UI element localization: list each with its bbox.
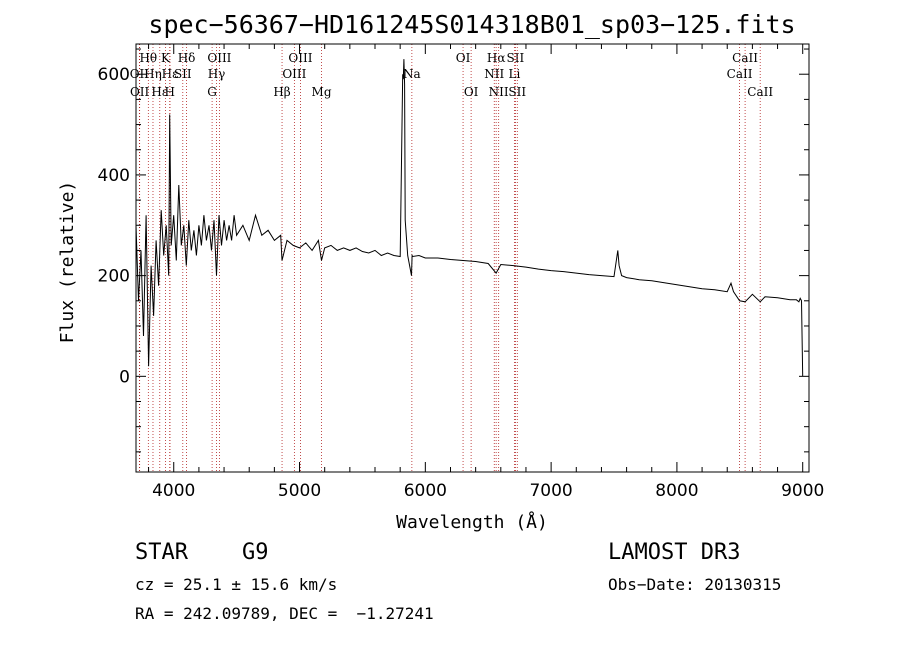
spectral-line-label: SII [508, 85, 526, 99]
spectral-line-label: H [164, 85, 174, 99]
spectral-line-label: CaII [727, 67, 753, 81]
spectral-line-label: OIII [288, 51, 312, 65]
spectral-line-label: Hε [151, 85, 168, 99]
spectral-line-label: OI [464, 85, 479, 99]
y-tick-label: 200 [98, 267, 130, 287]
spectral-line-label: NII [489, 85, 509, 99]
x-tick-label: 4000 [152, 481, 195, 501]
spectral-line-label: G [207, 85, 217, 99]
survey-name: LAMOST DR3 [608, 540, 741, 565]
x-tick-label: 6000 [404, 481, 447, 501]
spectral-line-label: SII [507, 51, 525, 65]
spectral-line-label: Hβ [273, 85, 290, 99]
spectral-line-label: Li [508, 67, 520, 81]
x-tick-label: 7000 [529, 481, 572, 501]
spectral-line-label: K [161, 51, 171, 65]
object-subclass: G9 [242, 540, 269, 565]
y-axis-title: Flux (relative) [57, 181, 78, 344]
spectral-line-label: Hη [144, 67, 162, 81]
spectral-line-label: Hθ [139, 51, 157, 65]
axis-ticks: 4000 5000 6000 7000 8000 9000 0 200 400 600 [98, 44, 824, 501]
x-tick-label: 9000 [781, 481, 824, 501]
spectral-line-label: CaII [747, 85, 773, 99]
plot-frame [135, 43, 810, 473]
spectral-line-label: OII [130, 85, 150, 99]
x-axis-title: Wavelength (Å) [396, 511, 548, 533]
spectral-line-label: OIII [282, 67, 306, 81]
spectral-line-label: Hγ [208, 67, 226, 81]
obs-date: Obs−Date: 20130315 [608, 575, 782, 594]
spectrum-line [135, 59, 804, 377]
x-tick-label: 5000 [278, 481, 321, 501]
y-tick-label: 0 [119, 367, 130, 387]
coordinates: RA = 242.09789, DEC = −1.27241 [135, 604, 434, 623]
redshift-text: cz = 25.1 ± 15.6 km/s [135, 575, 338, 594]
spectral-line-label: OI [456, 51, 471, 65]
y-tick-label: 400 [98, 166, 130, 186]
spectral-line-label: Na [403, 67, 421, 81]
spectral-line-label: OIII [207, 51, 231, 65]
spectral-line-label: SII [174, 67, 192, 81]
spectral-line-label: CaII [732, 51, 758, 65]
spectral-line-label: NII [484, 67, 504, 81]
spectral-line-label: Mg [312, 85, 332, 99]
chart-title: spec−56367−HD161245S014318B01_sp03−125.f… [148, 10, 795, 39]
object-class: STAR [135, 540, 188, 565]
y-tick-label: 600 [98, 65, 130, 85]
spectral-line-label: Hα [487, 51, 506, 65]
x-tick-label: 8000 [655, 481, 698, 501]
spectral-line-label: Hδ [178, 51, 196, 65]
